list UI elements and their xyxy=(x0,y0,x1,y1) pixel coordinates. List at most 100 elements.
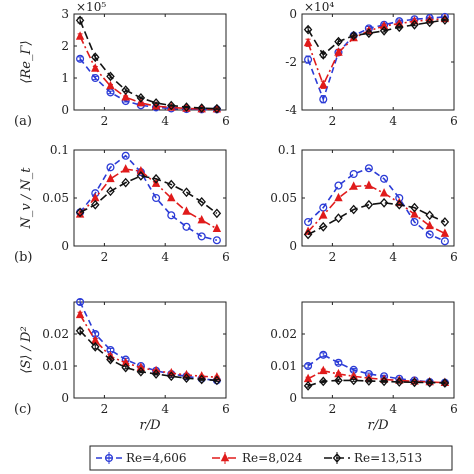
data-point xyxy=(151,98,161,108)
chart-panel-5: 2 4 6 0 0.01 0.02 r/D xyxy=(270,301,458,433)
x-tick-label: 2 xyxy=(101,402,109,416)
x-tick-label: 4 xyxy=(161,114,169,128)
data-point xyxy=(364,376,374,386)
data-point xyxy=(379,197,389,208)
series-line xyxy=(307,201,446,236)
data-point xyxy=(425,377,434,388)
data-point xyxy=(182,206,191,215)
y-tick-label: -2 xyxy=(285,55,297,69)
y-tick-label: 0 xyxy=(61,391,69,405)
series-line xyxy=(307,167,446,242)
legend-box xyxy=(89,445,453,471)
data-point xyxy=(379,25,389,36)
data-point xyxy=(182,373,191,384)
y-tick-label: 1 xyxy=(61,71,69,85)
data-point xyxy=(349,181,358,190)
data-point xyxy=(379,20,389,30)
data-point xyxy=(349,169,358,179)
data-point xyxy=(364,28,374,39)
legend-label: Re=8,024 xyxy=(242,451,303,465)
data-point xyxy=(76,54,85,63)
y-tick-label: 0.02 xyxy=(270,327,297,341)
data-point xyxy=(106,186,115,197)
legend-marker xyxy=(104,453,114,463)
data-point xyxy=(136,366,146,377)
data-point xyxy=(319,49,328,60)
legend: Re=4,606 Re=8,024 Re=13,513 xyxy=(89,445,453,471)
data-point xyxy=(349,204,358,215)
series-2 xyxy=(75,325,222,386)
series-line xyxy=(79,36,217,110)
data-point xyxy=(152,193,161,203)
data-point xyxy=(91,52,100,63)
series-1 xyxy=(303,13,450,89)
data-point xyxy=(121,164,130,173)
series-0 xyxy=(76,151,221,245)
data-point xyxy=(303,229,313,240)
chart-panel-0: 2 4 6 0 1 2 3 ×10⁵ ⟨Re_Γ⟩ (a) xyxy=(14,0,230,129)
series-line xyxy=(307,16,445,102)
data-point xyxy=(304,361,313,371)
data-point xyxy=(167,371,176,382)
series-line xyxy=(79,168,218,230)
data-point xyxy=(440,15,450,25)
data-point xyxy=(425,17,434,28)
y-tick-label: 0 xyxy=(289,239,297,253)
data-point xyxy=(121,177,130,188)
x-tick-label: 4 xyxy=(389,402,397,416)
data-point xyxy=(167,179,176,190)
x-tick-label: 6 xyxy=(450,114,458,128)
data-point xyxy=(106,80,115,90)
series-2 xyxy=(303,15,450,60)
data-point xyxy=(197,214,206,224)
data-point xyxy=(121,151,130,160)
data-point xyxy=(379,376,389,387)
y-tick-label: 0 xyxy=(61,239,69,253)
data-point xyxy=(91,73,100,83)
legend-label: Re=4,606 xyxy=(126,451,187,465)
series-0 xyxy=(304,164,449,246)
y-tick-label: 0 xyxy=(61,103,69,117)
series-2 xyxy=(303,197,450,240)
y-tick-label: 0.01 xyxy=(42,359,69,373)
data-point xyxy=(197,196,206,207)
chart-panel-1: 2 4 6 -4 -2 0 ×10⁴ xyxy=(285,0,458,128)
data-point xyxy=(395,199,404,210)
data-point xyxy=(303,37,313,47)
x-tick-label: 4 xyxy=(389,114,397,128)
x-tick-label: 4 xyxy=(161,402,169,416)
data-point xyxy=(319,376,328,387)
y-tick-label: -4 xyxy=(285,103,297,117)
data-point xyxy=(212,375,222,386)
data-point xyxy=(75,309,85,319)
data-point xyxy=(212,103,222,114)
x-tick-label: 2 xyxy=(329,114,337,128)
data-point xyxy=(121,357,130,367)
data-point xyxy=(136,171,146,181)
data-point xyxy=(395,22,404,33)
data-point xyxy=(410,377,419,388)
data-point xyxy=(410,202,419,213)
y-tick-label: 0.1 xyxy=(278,143,297,157)
data-point xyxy=(75,15,85,26)
data-point xyxy=(380,174,389,183)
series-line xyxy=(307,18,445,87)
data-point xyxy=(319,210,328,219)
data-point xyxy=(395,377,404,387)
data-point xyxy=(197,232,206,241)
data-point xyxy=(349,375,358,386)
data-point xyxy=(425,230,434,239)
data-point xyxy=(106,354,115,365)
data-point xyxy=(440,217,450,227)
y-tick-label: 0.05 xyxy=(42,191,69,205)
data-point xyxy=(75,31,85,40)
data-point xyxy=(425,210,434,221)
legend-label: Re=13,513 xyxy=(354,451,422,465)
data-point xyxy=(319,365,328,375)
chart-panel-3: 2 4 6 0 0.05 0.1 xyxy=(270,143,458,264)
y-tick-label: 0.02 xyxy=(42,327,69,341)
axes-frame xyxy=(73,301,227,399)
series-2 xyxy=(303,375,450,391)
data-point xyxy=(425,220,434,230)
